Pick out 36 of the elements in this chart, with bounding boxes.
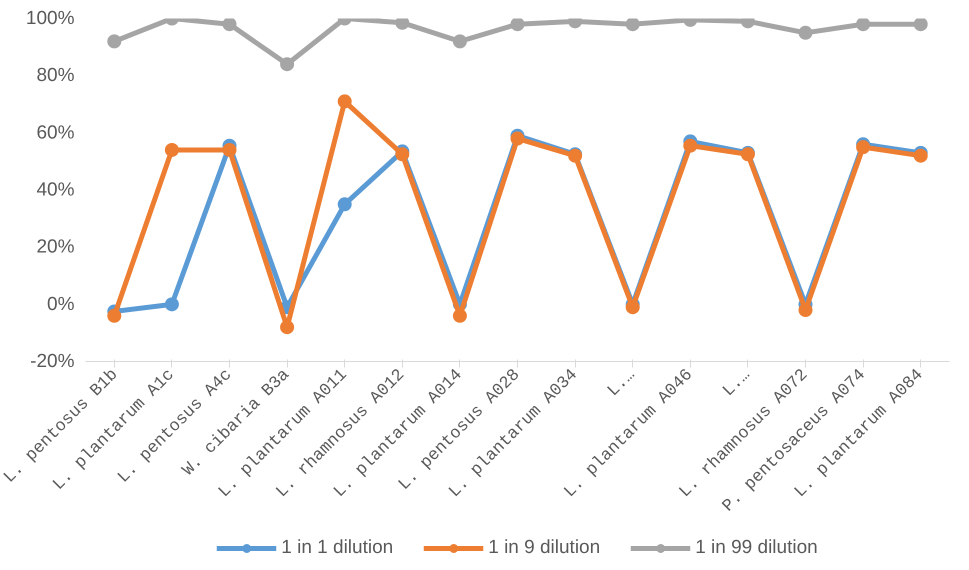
point: [856, 18, 870, 32]
point: [510, 18, 524, 32]
y-tick-label: 100%: [26, 8, 75, 29]
legend-label: 1 in 1 dilution: [281, 536, 394, 558]
y-tick-label: 60%: [36, 122, 75, 144]
point: [683, 138, 698, 153]
point: [164, 297, 179, 312]
y-tick-label: -20%: [30, 351, 75, 372]
point: [280, 320, 294, 334]
point: [107, 308, 122, 323]
point: [338, 197, 352, 212]
x-tick-label: L.…: [720, 366, 755, 401]
legend-label: 1 in 99 dilution: [695, 536, 818, 558]
point: [338, 94, 352, 108]
point: [798, 303, 812, 318]
point: [280, 57, 294, 72]
y-tick-label: 40%: [36, 180, 75, 200]
point: [626, 300, 640, 314]
point: [452, 34, 467, 48]
point: [856, 140, 870, 154]
point: [914, 148, 928, 163]
point: [222, 142, 236, 157]
point: [510, 132, 524, 146]
point: [107, 34, 122, 48]
point: [626, 18, 640, 32]
point: [798, 26, 812, 40]
point: [395, 147, 410, 162]
legend-label: 1 in 9 dilution: [488, 536, 600, 558]
point: [222, 18, 236, 32]
y-tick-label: 80%: [36, 65, 75, 86]
point: [164, 142, 179, 157]
x-tick-label: L.…: [604, 366, 640, 401]
point: [452, 308, 467, 323]
point: [914, 18, 928, 32]
y-tick-label: 20%: [36, 236, 75, 258]
y-tick-label: 0%: [47, 294, 75, 315]
